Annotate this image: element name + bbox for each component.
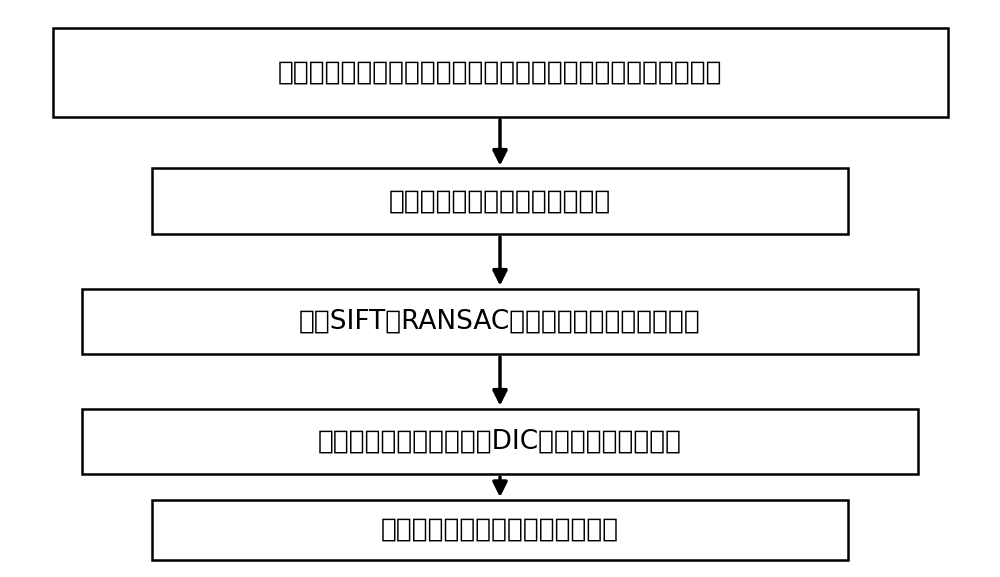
Text: 实现单帧、高精度的三维人头测量: 实现单帧、高精度的三维人头测量 <box>381 517 619 543</box>
Text: 给人头模型套上带有散斑的丝质头套，将两个相机相对垂直放置: 给人头模型套上带有散斑的丝质头套，将两个相机相对垂直放置 <box>278 60 722 86</box>
Text: 通过SIFT和RANSAC获得种子点的初始估计位移: 通过SIFT和RANSAC获得种子点的初始估计位移 <box>299 308 701 334</box>
Text: 使用数字图像相关算法（DIC）获得人头视差数据: 使用数字图像相关算法（DIC）获得人头视差数据 <box>318 428 682 454</box>
FancyBboxPatch shape <box>152 500 848 560</box>
FancyBboxPatch shape <box>152 168 848 234</box>
FancyBboxPatch shape <box>82 288 918 354</box>
Text: 获得带散斑的人头模型二维图像: 获得带散斑的人头模型二维图像 <box>389 188 611 214</box>
FancyBboxPatch shape <box>53 28 948 117</box>
FancyBboxPatch shape <box>82 409 918 474</box>
